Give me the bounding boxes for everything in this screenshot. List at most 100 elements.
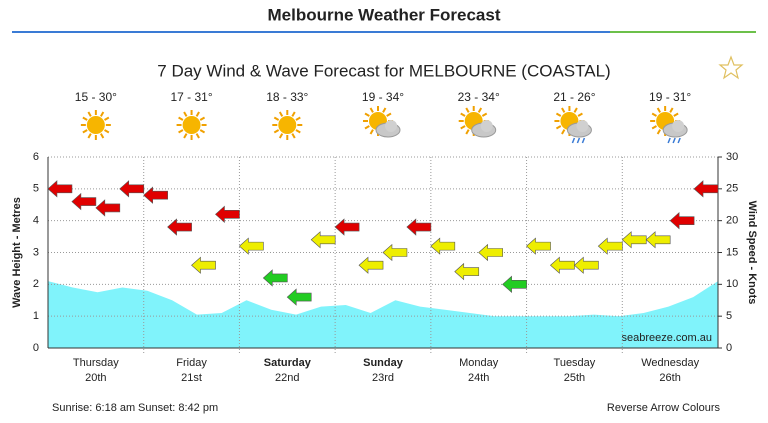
- rain-drop: [667, 137, 671, 144]
- sun-ray: [669, 107, 674, 113]
- sun-ray: [555, 112, 562, 117]
- sun-ray: [199, 129, 206, 134]
- wind-arrow: [286, 288, 312, 306]
- wind-arrow: [119, 180, 145, 198]
- sunrise: Sunrise: 6:18 am: [52, 402, 135, 414]
- sun-ray: [369, 129, 374, 135]
- sun-ray: [651, 125, 657, 130]
- sun-ray: [561, 107, 566, 113]
- sun-ray: [273, 129, 280, 134]
- wind-arrow: [95, 199, 121, 217]
- sun-ray: [386, 112, 392, 117]
- y2-tick-label: 25: [726, 183, 738, 195]
- day-temp: 21 - 26°: [553, 90, 595, 104]
- sun-ray: [382, 107, 387, 113]
- y-tick-label: 4: [33, 215, 39, 227]
- wind-arrow: [167, 218, 192, 236]
- wind-arrow: [191, 256, 216, 274]
- weather-icon: [650, 106, 688, 144]
- wind-arrow: [71, 192, 97, 211]
- sun: [278, 116, 297, 134]
- sun-ray: [460, 112, 466, 117]
- cloud: [576, 120, 589, 132]
- day-temp: 19 - 31°: [649, 90, 691, 104]
- weather-icon: [176, 110, 207, 140]
- y2-axis-label: Wind Speed - Knots: [746, 201, 758, 305]
- day-date: 26th: [659, 372, 680, 384]
- wind-arrow: [238, 237, 264, 255]
- day-temp: 15 - 30°: [75, 90, 117, 104]
- sun-ray: [651, 112, 657, 117]
- chart-title: 7 Day Wind & Wave Forecast for MELBOURNE…: [157, 61, 610, 80]
- wind-arrow: [550, 256, 575, 274]
- y-axis-label: Wave Height - Metres: [11, 197, 23, 308]
- day-name: Sunday: [363, 357, 404, 369]
- day-name: Friday: [176, 357, 207, 369]
- sun-ray: [465, 107, 470, 113]
- day-temp: 19 - 34°: [362, 90, 404, 104]
- y-tick-label: 2: [33, 278, 39, 290]
- header-rule-accent: [610, 31, 756, 33]
- day-name: Wednesday: [641, 357, 699, 369]
- wind-arrow: [430, 237, 456, 255]
- sun-ray: [99, 133, 105, 139]
- sun-ray: [199, 116, 206, 121]
- y-tick-label: 1: [33, 310, 39, 322]
- sun-ray: [87, 111, 92, 117]
- reverse-colours-link[interactable]: Reverse Arrow Colours: [607, 402, 721, 414]
- sun-ray: [104, 116, 110, 121]
- sun-ray: [82, 116, 88, 121]
- wind-arrow: [382, 243, 408, 262]
- sun-ray: [183, 111, 188, 117]
- y2-tick-label: 10: [726, 278, 738, 290]
- day-date: 25th: [564, 372, 585, 384]
- sun-ray: [87, 133, 92, 139]
- day-name: Monday: [459, 357, 499, 369]
- favourite-star[interactable]: [718, 55, 744, 80]
- watermark: seabreeze.com.au: [622, 332, 713, 344]
- day-date: 21st: [181, 372, 202, 384]
- weather-icon: [80, 110, 111, 140]
- sun-ray: [295, 129, 301, 134]
- rain-drop: [571, 137, 576, 144]
- sun-ray: [178, 129, 184, 134]
- y2-tick-label: 5: [726, 310, 732, 322]
- cloud: [672, 120, 685, 132]
- sun-ray: [278, 111, 284, 117]
- sun-ray: [369, 107, 374, 113]
- sun: [86, 116, 105, 134]
- wind-arrow: [597, 237, 623, 255]
- header-rule: [12, 31, 610, 33]
- sun-ray: [178, 116, 184, 121]
- wind-arrow: [573, 256, 599, 274]
- wind-arrow: [669, 211, 695, 230]
- sun-ray: [295, 116, 301, 121]
- day-date: 23rd: [372, 372, 394, 384]
- wind-arrow: [454, 262, 480, 281]
- day-temp: 18 - 33°: [266, 90, 308, 104]
- sun-ray: [99, 111, 105, 117]
- sun-ray: [573, 107, 578, 113]
- wind-arrow: [406, 218, 432, 236]
- wind-arrow: [526, 237, 551, 255]
- sun-ray: [364, 112, 370, 117]
- cloud: [385, 120, 397, 132]
- y2-tick-label: 20: [726, 215, 738, 227]
- sun-ray: [481, 112, 488, 117]
- sun-ray: [555, 125, 562, 130]
- sun-ray: [82, 129, 88, 134]
- rain-drop: [581, 137, 586, 144]
- sun-ray: [673, 112, 679, 117]
- wind-arrow: [358, 256, 384, 274]
- rain-drop: [576, 137, 581, 144]
- sunset: Sunset: 8:42 pm: [138, 402, 218, 414]
- day-date: 20th: [85, 372, 106, 384]
- weather-icon: [458, 106, 497, 138]
- page-title: Melbourne Weather Forecast: [267, 5, 500, 24]
- day-date: 24th: [468, 372, 489, 384]
- wind-arrow: [310, 231, 336, 249]
- sun-ray: [273, 116, 280, 121]
- wind-arrow: [334, 218, 360, 236]
- day-name: Tuesday: [554, 357, 596, 369]
- rain-drop: [677, 137, 681, 144]
